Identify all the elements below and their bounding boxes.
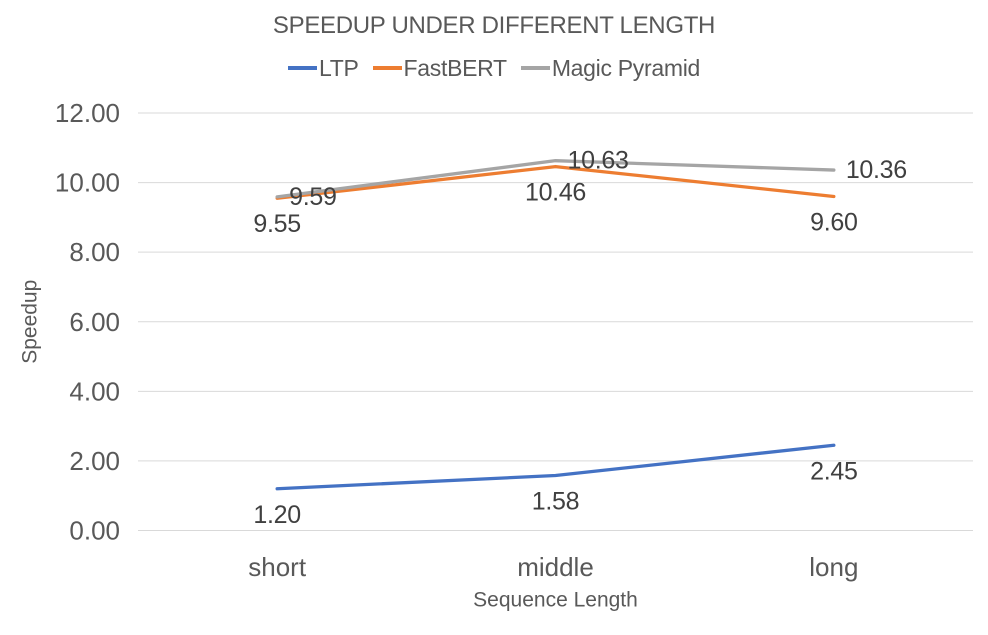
data-label: 1.20 xyxy=(253,501,300,529)
legend-label: FastBERT xyxy=(403,54,508,81)
x-tick-label: long xyxy=(809,552,858,582)
legend-label: Magic Pyramid xyxy=(551,54,701,81)
y-tick-label: 6.00 xyxy=(69,307,120,337)
series-line-magic-pyramid xyxy=(275,159,836,199)
y-tick-label: 12.00 xyxy=(55,98,120,128)
data-label: 2.45 xyxy=(810,457,857,485)
y-tick-label: 2.00 xyxy=(69,446,120,476)
legend-item-magic-pyramid: Magic Pyramid xyxy=(520,54,701,82)
x-tick-label: short xyxy=(248,552,307,582)
legend-line-swatch-ltp xyxy=(287,66,317,70)
data-label: 10.63 xyxy=(568,147,629,175)
legend-item-ltp: LTP xyxy=(287,54,359,82)
legend-line-swatch-magic-pyramid xyxy=(520,66,550,70)
data-label: 9.55 xyxy=(253,210,300,238)
data-label: 1.58 xyxy=(532,488,579,516)
chart-title: SPEEDUP UNDER DIFFERENT LENGTH xyxy=(272,12,716,39)
series-line-fastbert xyxy=(275,164,836,200)
legend-item-fastbert: FastBERT xyxy=(372,54,508,82)
y-tick-label: 10.00 xyxy=(55,168,120,198)
y-axis-title: Speedup xyxy=(19,280,42,364)
y-tick-label: 0.00 xyxy=(69,516,120,546)
y-tick-label: 4.00 xyxy=(69,376,120,406)
legend-label: LTP xyxy=(318,54,359,81)
legend-line-swatch-fastbert xyxy=(372,66,402,70)
legend: LTP FastBERT Magic Pyramid xyxy=(0,54,988,82)
series-line-ltp xyxy=(275,443,836,491)
data-label: 9.59 xyxy=(289,183,336,211)
x-axis-title: Sequence Length xyxy=(473,589,638,612)
data-label: 10.46 xyxy=(525,179,586,207)
x-tick-label: middle xyxy=(517,552,594,582)
data-label: 10.36 xyxy=(846,156,907,184)
data-label: 9.60 xyxy=(810,209,857,237)
y-tick-label: 8.00 xyxy=(69,237,120,267)
